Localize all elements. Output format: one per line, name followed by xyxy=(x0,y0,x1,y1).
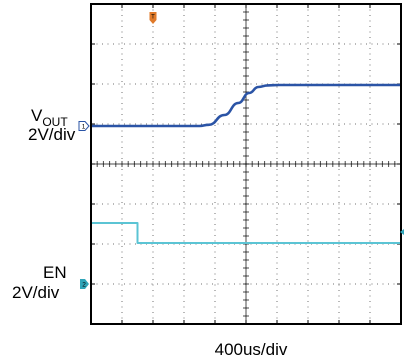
series-en-trace xyxy=(91,222,401,244)
plot-frame xyxy=(90,3,402,325)
vout-label-subscript: OUT xyxy=(42,115,68,129)
grid xyxy=(90,3,402,325)
ch2-marker-label: 2 xyxy=(82,282,86,289)
vout-label: VOUT xyxy=(31,106,68,129)
x-axis-label: 400us/div xyxy=(215,340,288,359)
trigger-marker-shape xyxy=(149,12,157,24)
traces xyxy=(91,83,401,244)
en-scale-label: 2V/div xyxy=(12,283,60,302)
series-vout-trace xyxy=(91,83,401,128)
ch2-marker: 2 xyxy=(80,279,89,289)
trigger-marker-label: T xyxy=(151,15,155,21)
ch2-offset-arrow-icon xyxy=(400,229,404,235)
ch1-marker-label: 1 xyxy=(82,124,86,131)
trigger-marker: T xyxy=(149,12,157,24)
en-label: EN xyxy=(43,263,67,282)
vout-scale-label: 2V/div xyxy=(28,125,76,144)
ch1-marker-shape xyxy=(78,121,90,131)
ch1-marker: 1 xyxy=(78,121,90,131)
vout-label-main: V xyxy=(31,106,43,125)
ch2-marker-shape xyxy=(80,279,89,289)
